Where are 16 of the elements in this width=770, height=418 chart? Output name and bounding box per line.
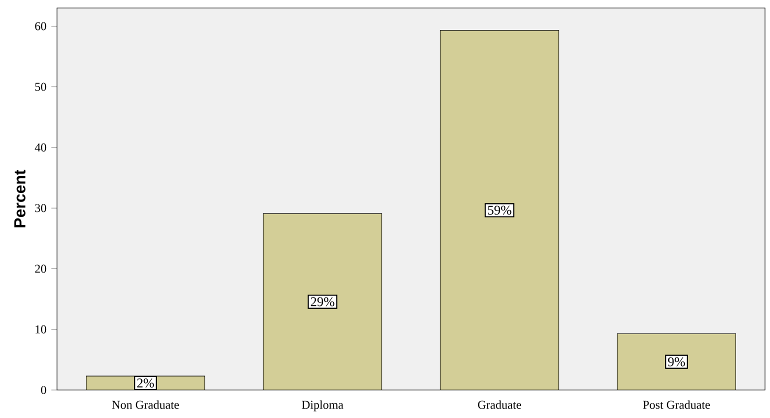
y-tick-label: 10 (36, 325, 46, 334)
x-tick-label: Non Graduate (112, 400, 179, 409)
x-tick-label: Diploma (302, 400, 344, 412)
y-tick-label: 30 (35, 204, 46, 212)
y-tick-label: 40 (34, 143, 46, 152)
x-tick-label: Graduate (478, 400, 522, 409)
y-tick-label: 20 (35, 264, 46, 273)
y-tick-label: 60 (35, 22, 46, 30)
data-label: 9% (668, 357, 685, 366)
data-label: 59% (488, 206, 512, 215)
x-tick-label: Post Graduate (643, 400, 710, 409)
y-axis-title: Percent (14, 170, 26, 228)
data-label: 2% (137, 378, 154, 388)
y-tick-label: 0 (41, 386, 46, 394)
y-tick-label: 50 (35, 82, 46, 91)
data-label: 29% (310, 297, 334, 306)
